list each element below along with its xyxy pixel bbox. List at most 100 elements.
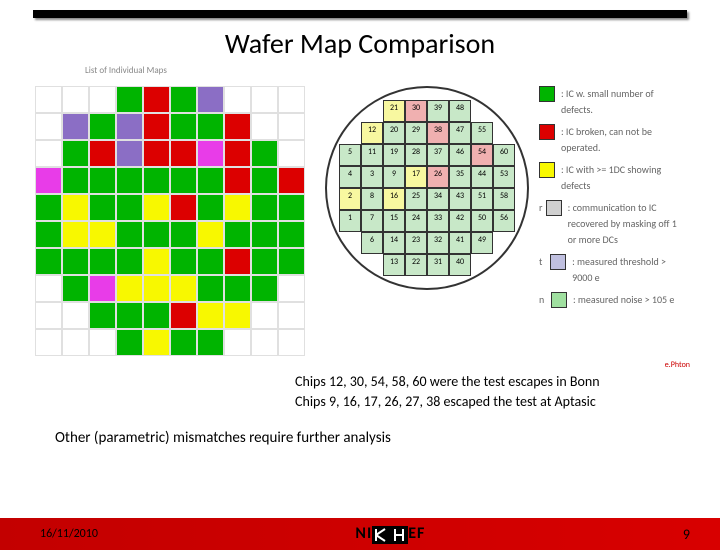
chip-empty (493, 100, 515, 122)
pixel-cell (35, 302, 62, 329)
mismatch-line: Other (parametric) mismatches require fu… (55, 429, 720, 447)
chip-empty (361, 100, 383, 122)
pixel-cell (35, 194, 62, 221)
chip-cell: 31 (427, 254, 449, 276)
chip-cell: 22 (405, 254, 427, 276)
pixel-cell (89, 194, 116, 221)
pixel-cell (224, 113, 251, 140)
chip-cell: 46 (449, 144, 471, 166)
pixel-cell (143, 329, 170, 356)
pixel-cell (89, 167, 116, 194)
pixel-grid (35, 86, 305, 356)
legend-label: : IC broken, can not be operated. (561, 124, 685, 156)
chip-cell: 5 (339, 144, 361, 166)
pixel-cell (143, 275, 170, 302)
pixel-cell (278, 275, 305, 302)
pixel-cell (62, 194, 89, 221)
pixel-cell (251, 248, 278, 275)
pixel-cell (251, 167, 278, 194)
chip-cell: 55 (471, 122, 493, 144)
pixel-cell (89, 140, 116, 167)
pixel-cell (197, 140, 224, 167)
chip-cell: 4 (339, 166, 361, 188)
pixel-cell (224, 86, 251, 113)
pixel-cell (197, 248, 224, 275)
chip-cell: 37 (427, 144, 449, 166)
pixel-cell (197, 167, 224, 194)
chip-empty (339, 100, 361, 122)
legend-prefix: t (539, 254, 548, 270)
chip-cell: 38 (427, 122, 449, 144)
chip-cell: 42 (449, 210, 471, 232)
pixel-cell (224, 302, 251, 329)
pixel-cell (89, 113, 116, 140)
pixel-cell (278, 113, 305, 140)
pixel-cell (89, 86, 116, 113)
chip-cell: 6 (361, 232, 383, 254)
pixel-cell (197, 194, 224, 221)
pixel-cell (278, 302, 305, 329)
pixel-cell (278, 194, 305, 221)
chip-cell: 41 (449, 232, 471, 254)
pixel-cell (89, 302, 116, 329)
pixel-cell (35, 221, 62, 248)
chip-cell: 17 (405, 166, 427, 188)
pixel-cell (251, 329, 278, 356)
chip-cell: 9 (383, 166, 405, 188)
pixel-cell (170, 302, 197, 329)
chip-cell: 40 (449, 254, 471, 276)
legend-swatch (539, 162, 555, 178)
chip-empty (471, 100, 493, 122)
legend-item: : IC with >= 1DC showing defects (539, 162, 685, 194)
legend-item: : IC broken, can not be operated. (539, 124, 685, 156)
pixel-cell (35, 140, 62, 167)
pixel-cell (89, 329, 116, 356)
pixel-cell (143, 140, 170, 167)
chip-cell: 56 (493, 210, 515, 232)
pixel-cell (224, 140, 251, 167)
chip-cell: 8 (361, 188, 383, 210)
pixel-cell (62, 221, 89, 248)
chip-empty (493, 254, 515, 276)
pixel-cell (62, 275, 89, 302)
legend-label: : measured noise > 105 e (573, 292, 674, 308)
chip-cell: 43 (449, 188, 471, 210)
legend-label: : communication to IC recovered by maski… (568, 200, 685, 248)
chip-cell: 28 (405, 144, 427, 166)
chip-cell: 7 (361, 210, 383, 232)
legend-label: : IC w. small number of defects. (561, 86, 685, 118)
chip-cell: 58 (493, 188, 515, 210)
legend: : IC w. small number of defects. : IC bro… (539, 86, 685, 356)
pixel-cell (197, 221, 224, 248)
chip-cell: 25 (405, 188, 427, 210)
pixel-cell (197, 275, 224, 302)
pixel-cell (170, 167, 197, 194)
pixel-cell (251, 221, 278, 248)
legend-swatch (551, 292, 567, 308)
pixel-cell (116, 113, 143, 140)
pixel-cell (251, 275, 278, 302)
pixel-cell (197, 302, 224, 329)
chip-cell: 15 (383, 210, 405, 232)
pixel-cell (170, 329, 197, 356)
chip-cell: 44 (471, 166, 493, 188)
legend-item: n: measured noise > 105 e (539, 292, 685, 308)
pixel-cell (224, 275, 251, 302)
pixel-cell (143, 221, 170, 248)
pixel-cell (251, 140, 278, 167)
pixel-cell (170, 140, 197, 167)
chip-empty (493, 232, 515, 254)
chip-cell: 23 (405, 232, 427, 254)
chip-cell: 60 (493, 144, 515, 166)
legend-label: : measured threshold > 9000 e (572, 254, 685, 286)
chip-cell: 39 (427, 100, 449, 122)
pixel-cell (278, 329, 305, 356)
pixel-cell (89, 221, 116, 248)
chip-cell: 29 (405, 122, 427, 144)
chip-cell: 19 (383, 144, 405, 166)
logo-suffix: EF (408, 524, 425, 543)
chip-cell: 32 (427, 232, 449, 254)
legend-label: : IC with >= 1DC showing defects (561, 162, 685, 194)
pixel-cell (62, 86, 89, 113)
pixel-cell (170, 194, 197, 221)
